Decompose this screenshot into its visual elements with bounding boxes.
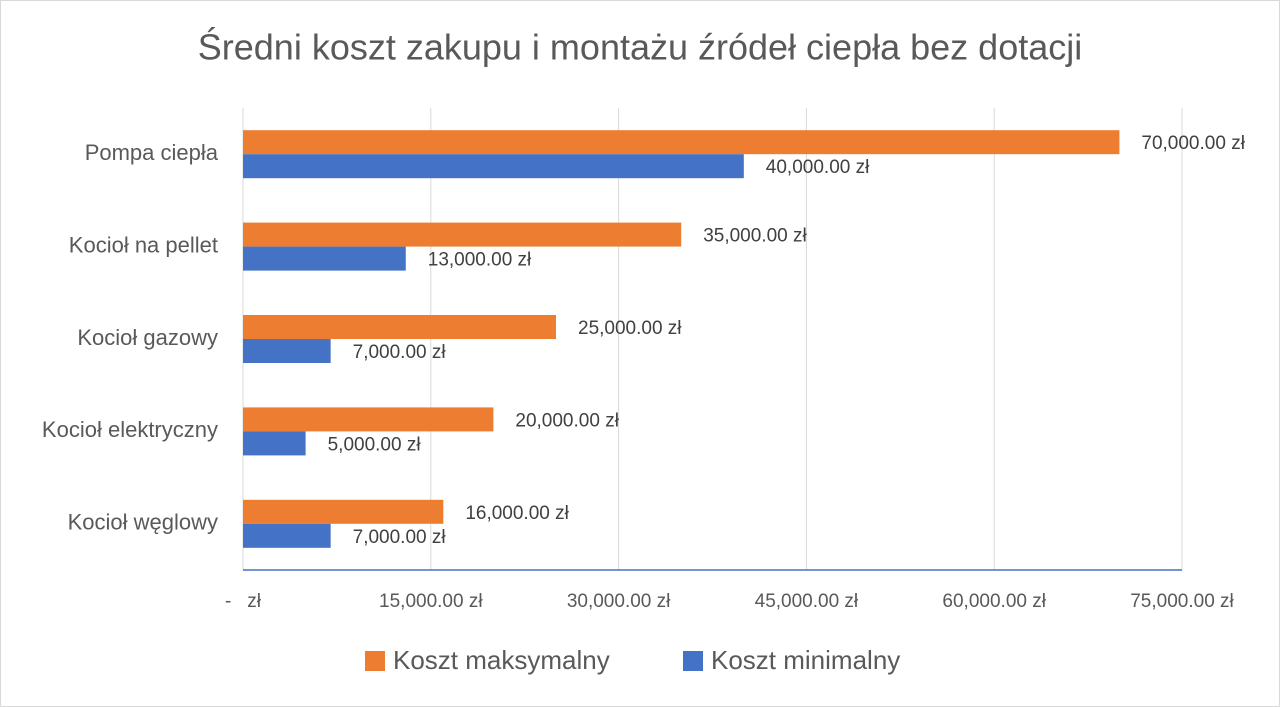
- legend-label: Koszt minimalny: [711, 645, 900, 675]
- bar: [243, 315, 556, 339]
- x-tick-label: 15,000.00 zł: [379, 591, 483, 612]
- y-tick-label: Kocioł elektryczny: [42, 417, 218, 442]
- bar: [243, 339, 331, 363]
- legend-swatch: [365, 651, 385, 671]
- value-label: 16,000.00 zł: [465, 503, 569, 524]
- x-tick-label: 60,000.00 zł: [942, 591, 1046, 612]
- y-tick-label: Kocioł gazowy: [77, 325, 218, 350]
- bar: [243, 246, 406, 271]
- value-label: 25,000.00 zł: [578, 318, 682, 339]
- x-tick-label: 30,000.00 zł: [567, 591, 671, 612]
- bar: [243, 130, 1120, 155]
- bar: [243, 499, 444, 524]
- y-tick-label: Pompa ciepła: [85, 140, 219, 165]
- bar: [243, 431, 306, 456]
- x-tick-label: 45,000.00 zł: [755, 591, 859, 612]
- bar: [243, 523, 331, 548]
- bar: [243, 154, 744, 179]
- chart-title: Średni koszt zakupu i montażu źródeł cie…: [198, 26, 1082, 68]
- value-label: 70,000.00 zł: [1141, 133, 1245, 154]
- value-label: 40,000.00 zł: [766, 157, 870, 178]
- x-tick-label: 75,000.00 zł: [1130, 591, 1234, 612]
- value-label: 7,000.00 zł: [353, 342, 447, 363]
- legend-swatch: [683, 651, 703, 671]
- value-label: 7,000.00 zł: [353, 527, 447, 548]
- value-label: 35,000.00 zł: [703, 226, 807, 247]
- legend-label: Koszt maksymalny: [393, 645, 610, 675]
- bar: [243, 407, 494, 432]
- y-tick-label: Kocioł węglowy: [68, 510, 218, 535]
- value-label: 13,000.00 zł: [428, 250, 532, 271]
- value-label: 20,000.00 zł: [515, 410, 619, 431]
- y-tick-label: Kocioł na pellet: [69, 232, 218, 257]
- x-tick-label: - zł: [225, 591, 262, 612]
- bar: [243, 222, 682, 247]
- value-label: 5,000.00 zł: [328, 434, 422, 455]
